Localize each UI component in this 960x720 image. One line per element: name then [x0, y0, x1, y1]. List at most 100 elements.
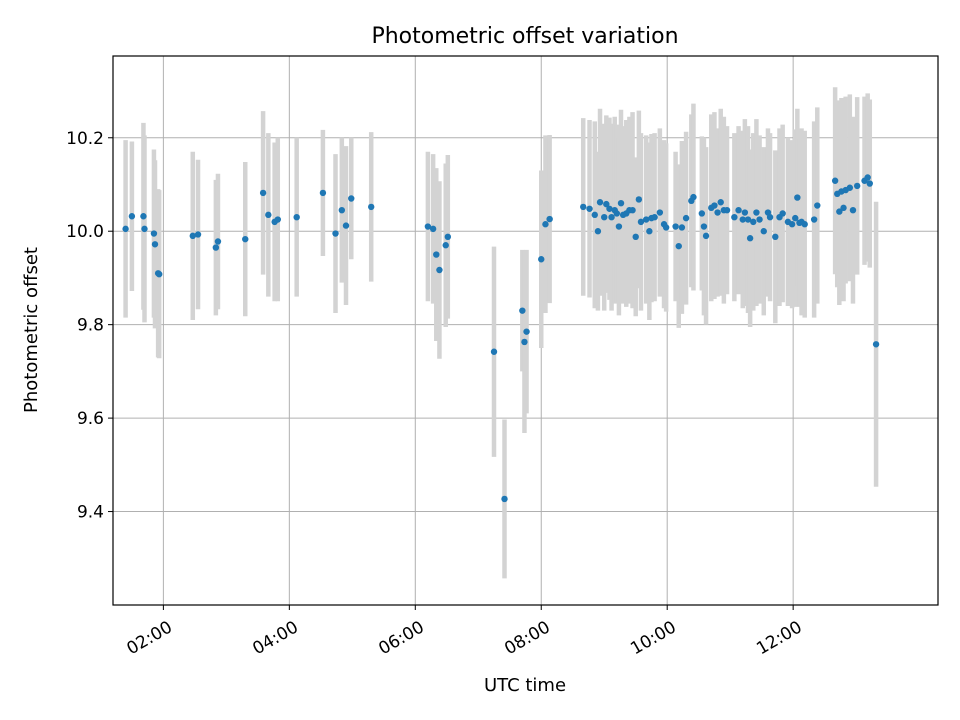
data-point [617, 199, 625, 207]
data-point [538, 256, 545, 263]
data-points [122, 174, 880, 503]
data-point [643, 216, 650, 223]
data-point [546, 215, 553, 223]
data-point [746, 235, 754, 242]
data-point [801, 221, 808, 228]
data-point [735, 206, 742, 214]
data-point [603, 200, 610, 208]
y-tick-label: 9.4 [77, 503, 104, 523]
data-point [615, 223, 623, 230]
data-point [779, 210, 786, 217]
data-point [714, 209, 721, 216]
data-point [433, 251, 440, 258]
data-point [744, 216, 752, 223]
data-point [792, 214, 799, 222]
data-point [690, 193, 697, 201]
data-point [678, 224, 686, 231]
data-point [646, 228, 653, 235]
data-point [265, 211, 272, 219]
data-point [849, 206, 857, 214]
data-point [332, 230, 339, 237]
data-point [672, 223, 679, 230]
data-point [632, 233, 639, 241]
data-point [141, 225, 148, 233]
data-point [711, 202, 718, 209]
data-point [700, 223, 708, 230]
data-point [140, 213, 147, 220]
y-axis-ticks: 9.4 9.6 9.8 10.0 10.2 [66, 129, 113, 523]
data-point [293, 213, 300, 221]
data-point [788, 221, 796, 228]
data-point [591, 211, 598, 219]
y-tick-label: 9.8 [77, 316, 104, 336]
data-point [675, 242, 682, 250]
data-point [501, 495, 508, 503]
data-point [814, 202, 821, 209]
data-point [606, 205, 613, 212]
data-point [189, 232, 196, 240]
y-tick-label: 9.6 [77, 409, 104, 429]
data-point [521, 338, 528, 346]
data-point [348, 195, 355, 202]
data-point [810, 216, 818, 223]
y-tick-label: 10.2 [66, 129, 104, 149]
data-point [651, 213, 658, 221]
data-point [731, 213, 738, 221]
data-point [150, 230, 158, 237]
data-point [766, 213, 774, 221]
data-point [151, 241, 159, 248]
data-point [155, 270, 163, 278]
data-point [586, 205, 593, 212]
data-point [523, 328, 530, 335]
data-point [698, 210, 706, 217]
data-point [753, 209, 760, 216]
data-point [490, 348, 498, 355]
y-tick-label: 10.0 [66, 222, 104, 242]
data-point [613, 210, 621, 217]
data-point [608, 213, 615, 221]
data-point [739, 216, 746, 223]
data-point [259, 189, 267, 197]
plot-frame [112, 55, 939, 606]
data-point [853, 182, 861, 190]
data-point [442, 242, 449, 249]
data-point [429, 225, 437, 233]
data-point [682, 214, 690, 222]
data-point [128, 213, 136, 220]
data-point [846, 184, 854, 191]
data-point [212, 244, 220, 251]
data-point [756, 216, 763, 223]
x-axis-label: UTC time [484, 675, 566, 696]
data-point [717, 199, 724, 206]
data-point [872, 341, 880, 348]
data-point [368, 203, 375, 211]
data-point [864, 174, 871, 181]
data-point [594, 228, 602, 235]
data-point [601, 213, 608, 221]
data-point [772, 233, 779, 241]
data-point [760, 228, 767, 235]
data-point [319, 189, 327, 197]
data-point [662, 224, 670, 231]
data-point [596, 199, 604, 206]
data-point [836, 208, 843, 215]
data-point [635, 196, 643, 203]
data-point [242, 235, 249, 243]
y-axis-label: Photometric offset [21, 247, 42, 413]
data-point [794, 194, 801, 201]
data-point [194, 231, 202, 238]
data-point [519, 307, 526, 314]
data-point [274, 216, 281, 223]
data-point [831, 177, 839, 184]
data-point [580, 203, 587, 211]
data-point [436, 266, 443, 274]
data-point [840, 204, 847, 212]
data-point [122, 225, 129, 233]
data-point [214, 238, 222, 245]
data-point [424, 223, 432, 230]
data-point [702, 232, 710, 240]
chart-title: Photometric offset variation [371, 24, 678, 49]
data-point [656, 209, 664, 216]
